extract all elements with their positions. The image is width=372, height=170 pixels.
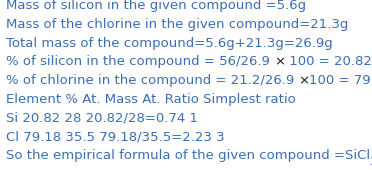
Text: % of chlorine in the compound = 21.2/26.9: % of chlorine in the compound = 21.2/26.… — [6, 74, 298, 87]
Text: Mass of the chlorine in the given compound=21.3g: Mass of the chlorine in the given compou… — [6, 18, 348, 31]
Text: Si 20.82 28 20.82/28=0.74 1: Si 20.82 28 20.82/28=0.74 1 — [6, 112, 198, 125]
Text: 100 = 79.18%: 100 = 79.18% — [309, 74, 372, 87]
Text: Total mass of the compound=5.6g+21.3g=26.9g: Total mass of the compound=5.6g+21.3g=26… — [6, 37, 332, 50]
Text: % of silicon in the compound = 56/26.9: % of silicon in the compound = 56/26.9 — [6, 55, 274, 69]
Text: So the empirical formula of the given compound =SiCl: So the empirical formula of the given co… — [6, 149, 370, 162]
Text: Cl 79.18 35.5 79.18/35.5=2.23 3: Cl 79.18 35.5 79.18/35.5=2.23 3 — [6, 130, 224, 143]
Text: Mass of silicon in the given compound =5.6g: Mass of silicon in the given compound =5… — [6, 0, 306, 12]
Text: ×: × — [274, 55, 285, 69]
Text: 100 = 20.82%: 100 = 20.82% — [285, 55, 372, 69]
Text: Element % At. Mass At. Ratio Simplest ratio: Element % At. Mass At. Ratio Simplest ra… — [6, 93, 295, 106]
Text: 3: 3 — [370, 157, 372, 167]
Text: ×: × — [298, 74, 309, 87]
